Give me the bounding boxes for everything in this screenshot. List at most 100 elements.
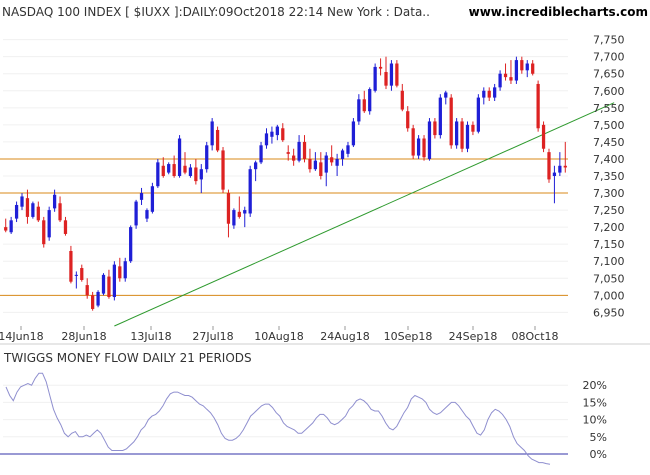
candle-body (438, 97, 442, 136)
date-tick-label: 08Oct18 (511, 330, 558, 343)
indicator-tick-label: 20% (583, 379, 607, 392)
candle-body (237, 211, 241, 217)
candle-body (465, 124, 470, 149)
candle-body (107, 276, 111, 298)
candlestick-series (4, 56, 567, 311)
date-tick-label: 28Jun18 (61, 330, 106, 343)
candle-body (498, 73, 502, 88)
price-tick-label: 7,500 (593, 119, 625, 132)
trendline (114, 102, 615, 327)
price-tick-label: 6,950 (593, 306, 625, 319)
candle-body (118, 266, 122, 279)
money-flow-polyline (5, 372, 551, 465)
chart-title: NASDAQ 100 INDEX [ $IUXX ]:DAILY:09Oct20… (2, 5, 430, 19)
money-flow-line (5, 372, 551, 465)
price-tick-label: 7,200 (593, 221, 625, 234)
candle-body (460, 121, 464, 149)
indicator-title: TWIGGS MONEY FLOW DAILY 21 PERIODS (3, 351, 252, 365)
indicator-tick-label: 10% (583, 414, 607, 427)
price-tick-label: 7,400 (593, 153, 625, 166)
candle-body (58, 203, 62, 221)
candle-body (91, 295, 95, 309)
candle-body (509, 77, 513, 81)
candle-body (395, 63, 399, 86)
candle-body (476, 97, 480, 132)
candle-body (319, 162, 323, 176)
candle-body (346, 145, 350, 154)
candle-body (493, 87, 497, 98)
candle-body (253, 162, 258, 170)
candle-body (541, 124, 546, 149)
indicator-axis-labels: 0% 5% 10% 15% 20% (583, 379, 607, 461)
candle-body (362, 99, 366, 112)
candle-body (188, 167, 193, 176)
price-tick-label: 7,300 (593, 187, 625, 200)
candle-body (134, 201, 138, 226)
candle-body (292, 155, 296, 161)
candle-body (85, 285, 89, 296)
candle-body (378, 66, 383, 69)
candle-body (563, 165, 567, 168)
site-url: www.incrediblecharts.com (469, 5, 648, 19)
candle-body (411, 128, 415, 156)
candle-body (340, 150, 345, 159)
candle-body (80, 268, 84, 280)
price-axis-labels: 6,950 7,000 7,050 7,100 7,150 7,200 7,250 7,300… (593, 34, 625, 320)
indicator-gridlines (3, 384, 568, 455)
date-axis-labels: 14Jun18 28Jun18 13Jul18 27Jul18 10Aug18 24Aug… (0, 326, 559, 343)
candle-body (4, 227, 8, 231)
candle-body (205, 145, 209, 170)
candle-body (416, 138, 421, 156)
candle-body (449, 97, 453, 146)
candle-body (514, 60, 519, 81)
price-tick-label: 7,650 (593, 68, 625, 81)
candle-body (281, 128, 285, 141)
candle-body (25, 198, 30, 217)
candle-body (156, 162, 160, 187)
candle-body (302, 141, 307, 159)
candle-body (368, 89, 372, 112)
candle-body (324, 155, 328, 173)
candle-body (455, 121, 459, 146)
candle-body (297, 141, 301, 161)
candle-body (139, 193, 144, 200)
candle-body (552, 172, 557, 176)
candle-body (503, 73, 508, 78)
candle-body (525, 63, 529, 71)
candle-body (243, 210, 247, 214)
indicator-tick-label: 15% (583, 396, 607, 409)
candle-body (400, 90, 404, 110)
price-tick-label: 7,100 (593, 255, 625, 268)
candle-body (101, 274, 106, 294)
candle-body (264, 133, 269, 146)
candle-body (161, 165, 165, 176)
indicator-panel: 0% 5% 10% 15% 20% (0, 372, 607, 465)
candle-body (357, 99, 361, 122)
price-tick-label: 7,450 (593, 136, 625, 149)
candle-body (172, 164, 176, 176)
date-tick-label: 10Aug18 (254, 330, 303, 343)
candle-body (275, 126, 279, 136)
price-tick-label: 7,350 (593, 170, 625, 183)
price-gridlines (3, 39, 568, 313)
candle-body (14, 204, 19, 219)
candle-body (199, 169, 203, 180)
candle-body (531, 63, 535, 74)
candle-body (422, 138, 426, 158)
candle-body (63, 220, 68, 234)
price-tick-label: 7,700 (593, 51, 625, 64)
candle-body (351, 121, 356, 146)
date-tick-label: 24Aug18 (320, 330, 369, 343)
candle-body (384, 72, 388, 86)
candle-body (145, 210, 149, 219)
candle-body (123, 261, 127, 279)
candle-body (270, 131, 274, 137)
price-tick-label: 7,050 (593, 272, 625, 285)
date-tick-label: 14Jun18 (0, 330, 44, 343)
date-tick-label: 24Sep18 (449, 330, 498, 343)
candle-body (74, 274, 78, 276)
candle-body (313, 160, 318, 170)
price-tick-label: 7,000 (593, 289, 625, 302)
candle-body (259, 145, 263, 163)
